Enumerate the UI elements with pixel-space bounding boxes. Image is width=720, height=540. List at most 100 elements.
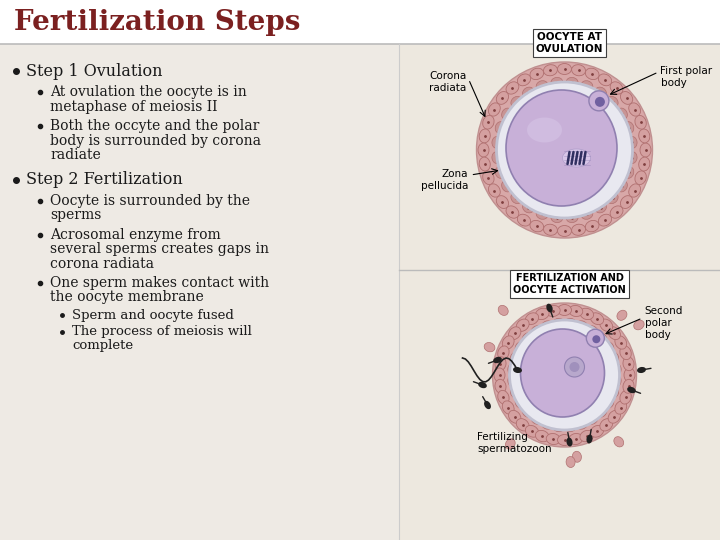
Ellipse shape [522,406,534,417]
Text: Acrosomal enzyme from: Acrosomal enzyme from [50,227,221,241]
Ellipse shape [496,91,508,104]
Ellipse shape [508,375,518,387]
Ellipse shape [531,414,543,424]
Ellipse shape [615,401,626,414]
Ellipse shape [595,87,606,98]
Ellipse shape [617,310,627,320]
Ellipse shape [505,439,516,449]
Ellipse shape [495,379,506,393]
Ellipse shape [621,91,633,104]
Text: Oocyte is surrounded by the: Oocyte is surrounded by the [50,193,250,207]
Ellipse shape [480,129,490,143]
Ellipse shape [557,226,572,237]
Ellipse shape [611,363,621,375]
Text: radiate: radiate [50,148,101,162]
Ellipse shape [544,65,557,76]
Circle shape [497,82,632,218]
Ellipse shape [566,456,575,468]
Ellipse shape [536,430,549,442]
Ellipse shape [521,329,605,417]
Ellipse shape [624,368,635,382]
Ellipse shape [508,410,521,423]
Ellipse shape [478,382,487,388]
Text: metaphase of meiosis II: metaphase of meiosis II [50,99,217,113]
Circle shape [595,97,605,107]
Text: complete: complete [72,339,133,352]
Text: Step 2 Fertilization: Step 2 Fertilization [26,171,183,188]
Ellipse shape [530,68,544,79]
Text: sperms: sperms [50,208,102,222]
Text: Zona
pellucida: Zona pellucida [421,169,469,191]
Ellipse shape [617,108,627,119]
Ellipse shape [541,419,553,429]
Text: At ovulation the oocyte is in: At ovulation the oocyte is in [50,85,247,99]
Ellipse shape [546,303,553,312]
Ellipse shape [508,363,518,375]
Text: Fertilization Steps: Fertilization Steps [14,9,300,36]
Ellipse shape [506,90,617,206]
Ellipse shape [598,74,612,86]
Ellipse shape [569,434,582,444]
Ellipse shape [484,401,491,409]
Ellipse shape [585,220,599,232]
Ellipse shape [610,206,623,218]
Ellipse shape [498,346,509,360]
Ellipse shape [510,352,521,364]
Ellipse shape [523,202,534,213]
Ellipse shape [572,65,585,76]
Ellipse shape [536,80,548,91]
Ellipse shape [572,224,585,235]
Ellipse shape [585,68,599,79]
Ellipse shape [495,357,506,370]
Ellipse shape [511,193,522,204]
Text: Sperm and oocyte fused: Sperm and oocyte fused [72,308,234,321]
Ellipse shape [627,137,637,148]
Ellipse shape [621,195,633,208]
Ellipse shape [541,321,553,331]
Ellipse shape [536,209,548,219]
Ellipse shape [637,367,646,373]
Ellipse shape [546,434,560,444]
Text: Corona
radiata: Corona radiata [429,71,467,93]
Ellipse shape [567,437,572,447]
Ellipse shape [511,97,522,107]
Ellipse shape [623,357,634,370]
Ellipse shape [562,149,590,167]
Ellipse shape [494,368,505,382]
Ellipse shape [506,206,519,218]
FancyBboxPatch shape [0,44,720,540]
Circle shape [564,357,585,377]
Ellipse shape [603,342,614,353]
Circle shape [492,303,636,447]
Ellipse shape [478,143,489,157]
Ellipse shape [623,379,634,393]
Text: Step 1 Ovulation: Step 1 Ovulation [26,63,163,79]
Ellipse shape [608,386,618,398]
Ellipse shape [516,418,529,431]
Ellipse shape [639,157,650,171]
Ellipse shape [639,129,650,143]
Ellipse shape [608,410,621,423]
Circle shape [510,320,619,430]
Ellipse shape [553,318,564,328]
Ellipse shape [493,357,502,363]
Ellipse shape [608,352,618,364]
Ellipse shape [635,116,647,129]
FancyBboxPatch shape [0,0,720,44]
Ellipse shape [544,224,557,235]
Ellipse shape [581,80,593,91]
Ellipse shape [629,184,641,197]
Ellipse shape [590,313,603,325]
Ellipse shape [546,306,560,316]
Ellipse shape [587,435,593,443]
Circle shape [589,91,609,111]
Ellipse shape [566,213,578,222]
Circle shape [593,335,600,343]
Text: body is surrounded by corona: body is surrounded by corona [50,133,261,147]
Ellipse shape [610,82,623,94]
Text: Fertilizing
spermatozoon: Fertilizing spermatozoon [477,432,552,454]
Text: Second
polar
body: Second polar body [644,306,683,340]
Ellipse shape [503,401,514,414]
Text: OOCYTE AT
OVULATION: OOCYTE AT OVULATION [536,32,603,54]
Ellipse shape [624,122,634,133]
